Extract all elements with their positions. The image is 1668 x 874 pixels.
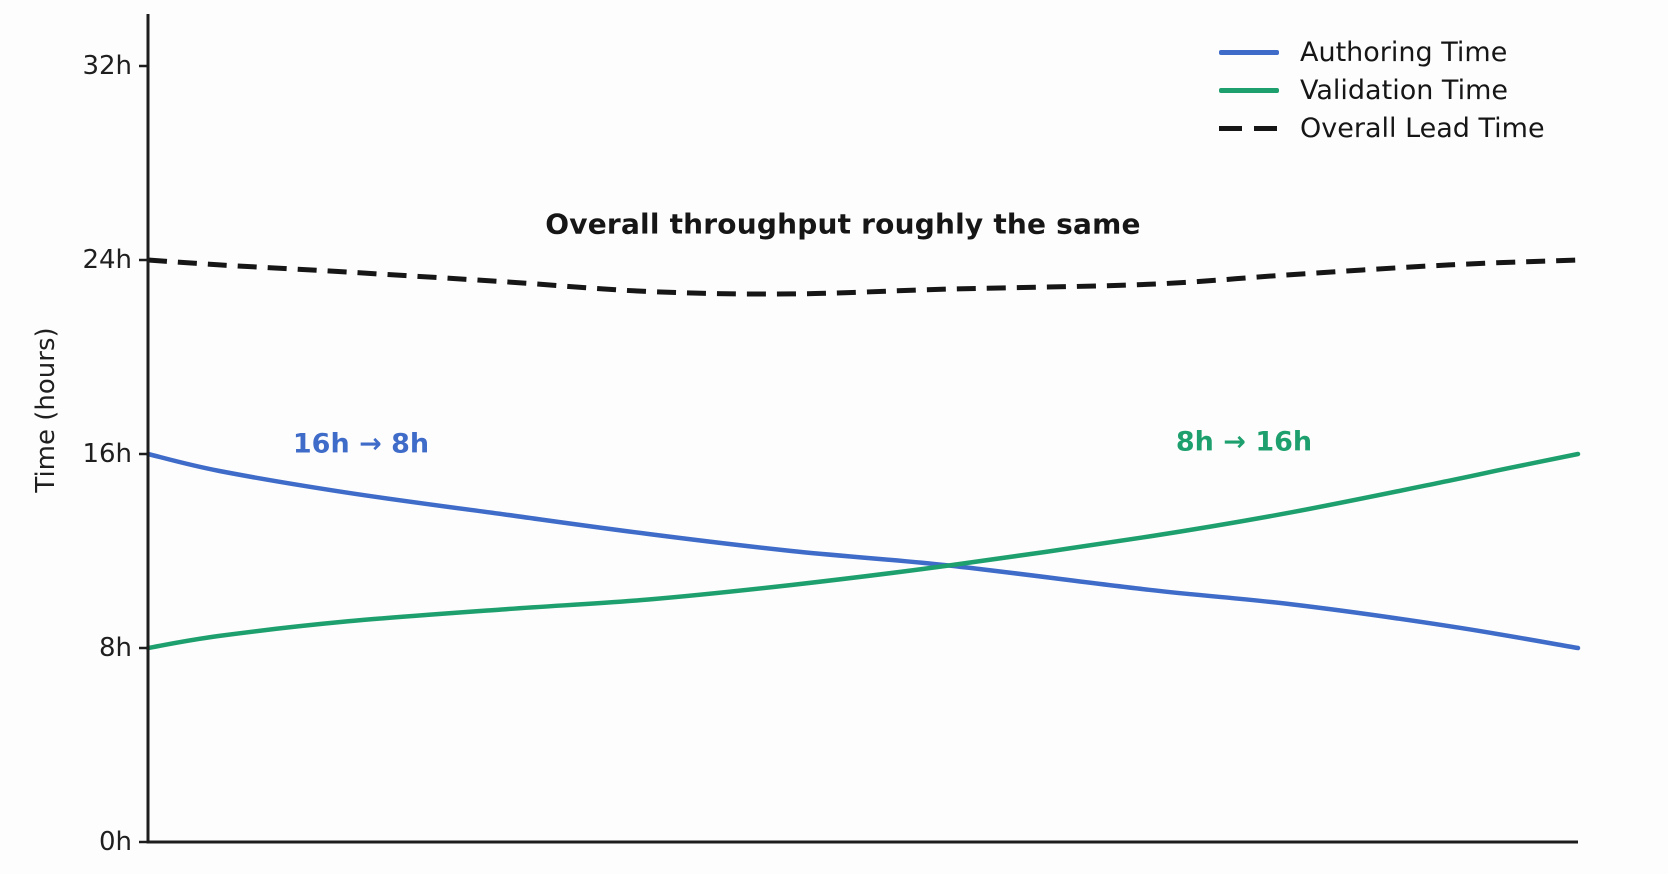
legend-swatch-overall-dashed-line xyxy=(1219,125,1279,131)
legend-label-authoring-time: Authoring Time xyxy=(1300,36,1508,68)
legend-item-validation-time: Validation Time xyxy=(1219,71,1545,109)
legend-item-authoring-time: Authoring Time xyxy=(1219,33,1545,71)
y-tick-label-0h: 0h xyxy=(98,827,132,857)
legend-label-validation-time: Validation Time xyxy=(1300,74,1508,106)
y-tick-label-16h: 16h xyxy=(82,439,132,469)
series-line-overall-lead-time xyxy=(147,257,1579,297)
y-tick-label-32h: 32h xyxy=(82,51,132,81)
series-line-validation-time xyxy=(145,451,1581,651)
annotation-authoring-change: 16h → 8h xyxy=(292,428,430,460)
y-tick-label-8h: 8h xyxy=(98,633,132,663)
legend-swatch-authoring-line xyxy=(1219,49,1279,55)
legend-item-overall-lead-time: Overall Lead Time xyxy=(1219,109,1545,147)
y-axis-label: Time (hours) xyxy=(31,327,61,493)
annotation-overall-throughput: Overall throughput roughly the same xyxy=(545,207,1141,241)
legend-label-overall-lead-time: Overall Lead Time xyxy=(1300,112,1545,144)
annotation-validation-change: 8h → 16h xyxy=(1175,426,1313,458)
series-line-authoring-time xyxy=(145,451,1581,651)
legend: Authoring Time Validation Time Overall L… xyxy=(1219,33,1545,147)
y-tick-label-24h: 24h xyxy=(82,245,132,275)
legend-swatch-validation-line xyxy=(1219,87,1279,93)
